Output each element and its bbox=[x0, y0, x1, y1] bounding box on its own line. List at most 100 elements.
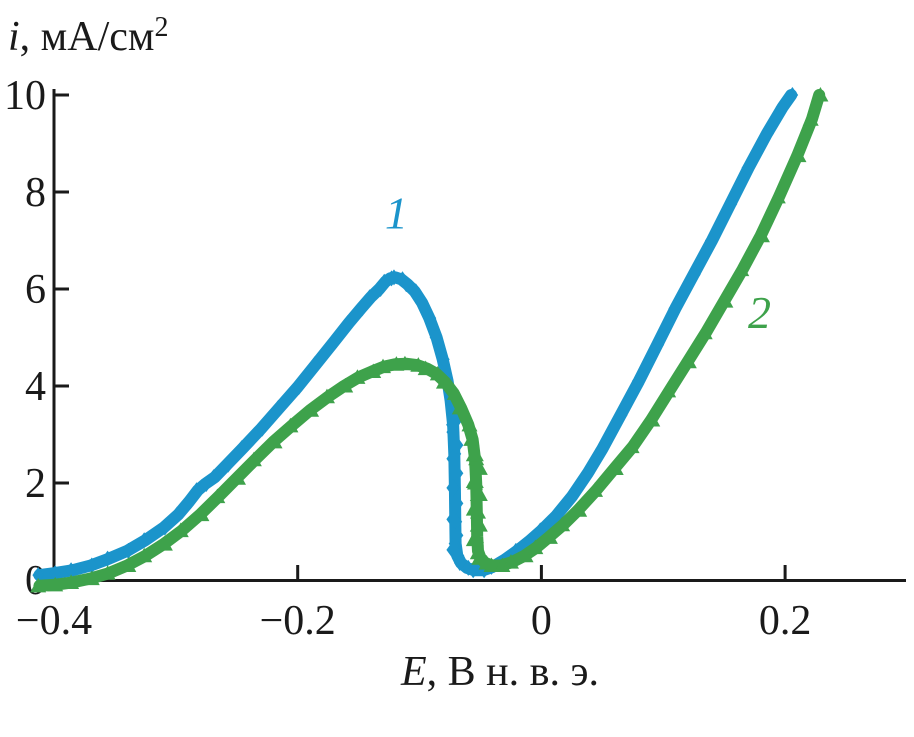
triangle-marker bbox=[463, 431, 480, 446]
triangle-marker bbox=[790, 147, 807, 163]
diamond-marker bbox=[138, 532, 150, 549]
y-axis-title: i, мА/см2 bbox=[8, 12, 169, 60]
triangle-marker bbox=[483, 557, 500, 573]
triangle-marker bbox=[733, 261, 750, 277]
triangle-marker bbox=[429, 365, 446, 381]
diamond-marker bbox=[65, 562, 77, 579]
diamond-marker bbox=[410, 283, 422, 300]
triangle-marker bbox=[365, 363, 382, 379]
diamond-marker bbox=[446, 449, 460, 468]
triangle-marker bbox=[753, 227, 770, 243]
triangle-marker bbox=[266, 433, 283, 449]
triangle-marker bbox=[644, 411, 661, 427]
triangle-marker bbox=[446, 385, 463, 400]
diamond-marker bbox=[85, 557, 98, 574]
triangle-marker bbox=[435, 374, 452, 389]
triangle-marker bbox=[209, 488, 226, 504]
diamond-marker bbox=[446, 478, 460, 497]
diamond-marker bbox=[450, 526, 464, 545]
curve-labels: 12 bbox=[385, 187, 771, 337]
triangle-marker bbox=[303, 402, 320, 417]
y-axis-symbol: i bbox=[8, 14, 20, 60]
diamond-marker bbox=[190, 482, 203, 499]
triangle-marker bbox=[63, 574, 80, 589]
diamond-marker bbox=[741, 159, 754, 176]
diamond-marker bbox=[564, 488, 577, 505]
diamond-marker bbox=[446, 540, 460, 559]
diamond-marker bbox=[424, 310, 437, 327]
diamond-marker bbox=[388, 269, 400, 286]
x-tick-label: 0.2 bbox=[759, 598, 812, 644]
diamond-marker bbox=[652, 336, 665, 353]
axis-ticks bbox=[54, 93, 787, 580]
triangle-marker bbox=[769, 188, 786, 204]
curve-label-2: 2 bbox=[748, 287, 771, 338]
triangle-marker bbox=[680, 353, 697, 369]
triangle-marker bbox=[607, 460, 624, 476]
triangle-marker bbox=[469, 515, 488, 532]
triangle-marker bbox=[136, 547, 153, 563]
diamond-marker bbox=[668, 300, 680, 317]
triangle-marker bbox=[465, 471, 484, 488]
triangle-marker bbox=[660, 382, 677, 398]
diamond-marker bbox=[446, 510, 460, 529]
triangle-marker bbox=[469, 458, 488, 475]
curve-line bbox=[33, 89, 798, 582]
diamond-marker bbox=[32, 567, 44, 584]
y-axis-units: , мА/см bbox=[19, 14, 155, 60]
triangle-marker bbox=[396, 355, 413, 371]
diamond-marker bbox=[467, 562, 479, 579]
y-tick-label: 8 bbox=[25, 170, 46, 216]
triangle-marker bbox=[587, 482, 604, 497]
diamond-marker bbox=[159, 519, 171, 536]
triangle-marker bbox=[696, 324, 713, 340]
diamond-marker bbox=[454, 555, 466, 572]
triangle-marker bbox=[554, 516, 571, 532]
diamond-marker bbox=[293, 378, 305, 395]
triangle-marker bbox=[282, 417, 299, 433]
diamond-marker bbox=[356, 300, 369, 317]
curve-label-1: 1 bbox=[385, 187, 408, 238]
diamond-marker bbox=[450, 464, 464, 483]
diamond-marker bbox=[341, 314, 354, 331]
triangle-marker bbox=[83, 570, 100, 586]
triangle-marker bbox=[517, 547, 534, 563]
triangle-marker bbox=[465, 529, 484, 547]
triangle-marker bbox=[717, 293, 734, 308]
y-axis-units-exponent: 2 bbox=[154, 12, 169, 43]
triangle-marker bbox=[172, 522, 189, 538]
triangle-marker bbox=[417, 360, 434, 376]
curve-line bbox=[33, 89, 826, 592]
triangle-marker bbox=[47, 576, 64, 592]
y-tick-label: 2 bbox=[25, 461, 46, 507]
diamond-marker bbox=[122, 542, 135, 559]
axes bbox=[52, 89, 906, 582]
y-tick-label: 4 bbox=[25, 364, 46, 410]
triangle-marker bbox=[465, 499, 484, 516]
y-tick-label: 6 bbox=[25, 267, 46, 313]
diamond-marker bbox=[450, 494, 464, 513]
triangle-marker bbox=[318, 388, 335, 404]
triangle-marker bbox=[623, 438, 640, 454]
diamond-marker bbox=[689, 266, 701, 283]
diamond-marker bbox=[616, 407, 628, 424]
triangle-marker bbox=[120, 557, 137, 573]
diamond-marker bbox=[725, 196, 738, 213]
diamond-marker bbox=[595, 441, 607, 458]
diamond-marker bbox=[450, 436, 464, 455]
diamond-marker bbox=[786, 87, 799, 103]
diamond-marker bbox=[222, 456, 234, 473]
triangle-marker bbox=[245, 451, 262, 467]
triangle-marker bbox=[375, 358, 392, 374]
triangle-marker bbox=[469, 542, 488, 560]
triangle-marker bbox=[337, 378, 354, 393]
data-series bbox=[30, 87, 829, 593]
diamond-marker bbox=[200, 475, 213, 492]
triangle-marker bbox=[349, 369, 366, 384]
diamond-marker bbox=[309, 356, 321, 373]
triangle-marker bbox=[502, 554, 519, 569]
x-axis-symbol: E bbox=[400, 649, 427, 695]
